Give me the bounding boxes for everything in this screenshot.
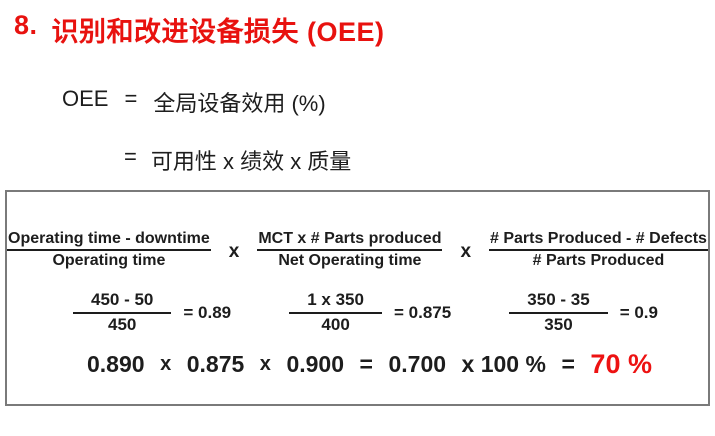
page-title: 8. 识别和改进设备损失 (OEE) bbox=[14, 10, 385, 49]
result-row: 0.890 x 0.875 x 0.900 = 0.700 x 100 % = … bbox=[7, 349, 708, 380]
performance-denominator: Net Operating time bbox=[278, 252, 422, 269]
availability-formula: Operating time - downtime Operating time bbox=[7, 230, 211, 270]
result-performance: 0.875 bbox=[186, 351, 245, 377]
oee-lhs: OEE bbox=[62, 86, 109, 111]
oee-components-line: = 可用性 x 绩效 x 质量 bbox=[124, 144, 351, 176]
multiply-sign: x bbox=[259, 353, 271, 375]
quality-calculation: 350 - 35 350 = 0.9 bbox=[509, 290, 658, 335]
formula-row: Operating time - downtime Operating time… bbox=[7, 230, 708, 270]
title-text: 识别和改进设备损失 (OEE) bbox=[51, 17, 385, 47]
performance-fraction: 1 x 350 400 bbox=[289, 290, 382, 335]
multiply-sign: x bbox=[160, 353, 172, 375]
performance-numerator: MCT x # Parts produced bbox=[257, 230, 443, 251]
performance-calc-numerator: 1 x 350 bbox=[289, 290, 382, 314]
quality-numerator: # Parts Produced - # Defects bbox=[488, 230, 708, 251]
quality-calc-numerator: 350 - 35 bbox=[509, 290, 608, 314]
oee-percent-result: 70 % bbox=[590, 349, 652, 379]
availability-fraction: 450 - 50 450 bbox=[73, 290, 172, 335]
equals-sign: = bbox=[124, 86, 138, 111]
oee-components: 可用性 x 绩效 x 质量 bbox=[150, 149, 352, 174]
equals-sign: = bbox=[561, 351, 575, 377]
oee-formula-box: Operating time - downtime Operating time… bbox=[5, 190, 710, 406]
equals-sign: = bbox=[124, 144, 137, 169]
performance-calculation: 1 x 350 400 = 0.875 bbox=[289, 290, 451, 335]
result-availability: 0.890 bbox=[87, 351, 145, 377]
oee-definition: 全局设备效用 (%) bbox=[153, 91, 326, 116]
availability-calc-denominator: 450 bbox=[108, 315, 137, 334]
times-100-percent: x 100 % bbox=[461, 351, 546, 377]
performance-formula: MCT x # Parts produced Net Operating tim… bbox=[257, 230, 443, 270]
quality-result: = 0.9 bbox=[619, 302, 658, 322]
performance-result: = 0.875 bbox=[393, 302, 452, 322]
quality-fraction: 350 - 35 350 bbox=[509, 290, 608, 335]
performance-calc-denominator: 400 bbox=[321, 315, 350, 334]
multiply-sign: x bbox=[228, 241, 240, 262]
equals-sign: = bbox=[359, 351, 373, 377]
availability-calc-numerator: 450 - 50 bbox=[73, 290, 172, 314]
result-oee-decimal: 0.700 bbox=[388, 351, 447, 377]
multiply-sign: x bbox=[460, 241, 472, 262]
result-quality: 0.900 bbox=[286, 351, 344, 377]
quality-calc-denominator: 350 bbox=[544, 315, 573, 334]
availability-numerator: Operating time - downtime bbox=[7, 230, 211, 251]
availability-denominator: Operating time bbox=[52, 252, 166, 269]
title-number: 8. bbox=[14, 10, 38, 40]
oee-definition-line: OEE = 全局设备效用 (%) bbox=[62, 86, 326, 118]
calculation-row: 450 - 50 450 = 0.89 1 x 350 400 = 0.875 … bbox=[7, 290, 708, 335]
quality-denominator: # Parts Produced bbox=[532, 252, 665, 269]
availability-calculation: 450 - 50 450 = 0.89 bbox=[73, 290, 231, 335]
availability-result: = 0.89 bbox=[183, 302, 232, 322]
quality-formula: # Parts Produced - # Defects # Parts Pro… bbox=[488, 230, 708, 270]
